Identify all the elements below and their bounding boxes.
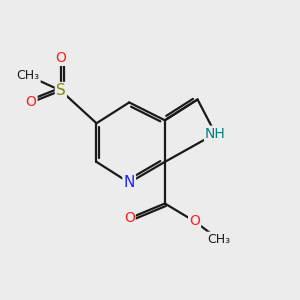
Text: O: O bbox=[124, 212, 135, 225]
Text: NH: NH bbox=[205, 127, 226, 141]
Text: CH₃: CH₃ bbox=[16, 69, 40, 82]
Text: S: S bbox=[56, 83, 66, 98]
Text: N: N bbox=[124, 175, 135, 190]
Text: O: O bbox=[26, 95, 37, 110]
Text: CH₃: CH₃ bbox=[207, 233, 230, 246]
Text: O: O bbox=[189, 214, 200, 228]
Text: O: O bbox=[56, 51, 66, 65]
